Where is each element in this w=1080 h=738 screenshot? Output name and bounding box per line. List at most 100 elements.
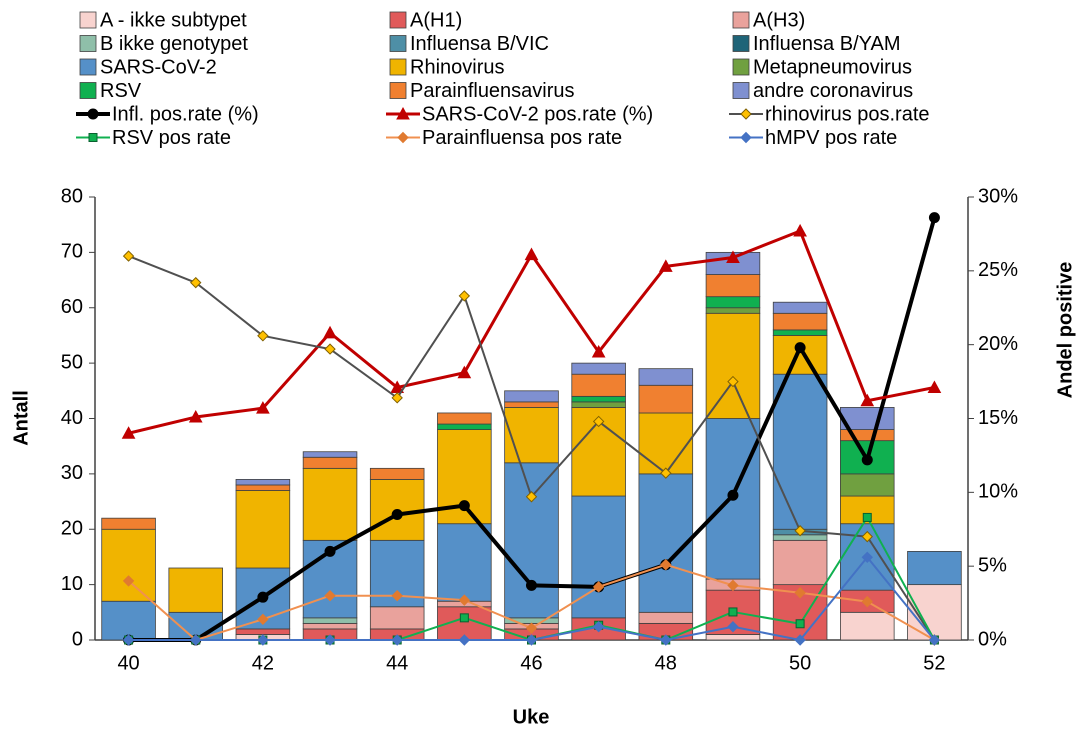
- line-marker: [391, 589, 403, 602]
- y-tick-label: 50: [61, 351, 83, 373]
- bar-segment: [504, 462, 559, 619]
- line-marker: [660, 558, 672, 571]
- bar-segment: [302, 617, 358, 624]
- legend-label: SARS-CoV-2: [100, 56, 217, 78]
- y-tick-label: 20: [61, 518, 83, 540]
- line-marker: [524, 247, 539, 261]
- bar-segment: [772, 539, 828, 586]
- line-marker: [391, 634, 403, 646]
- legend-label: A(H1): [410, 9, 462, 31]
- bar-segment: [571, 401, 626, 408]
- line-marker: [794, 587, 806, 599]
- bar-segment: [437, 412, 492, 425]
- bar-segment: [907, 551, 962, 586]
- bar-segment: [101, 528, 156, 602]
- line-marker: [794, 634, 806, 646]
- line-marker: [861, 595, 873, 608]
- bar-segment: [437, 523, 492, 602]
- line-marker: [458, 290, 471, 302]
- line-marker: [122, 634, 135, 646]
- line-marker: [592, 415, 605, 428]
- bar-segment: [302, 451, 358, 458]
- bar-segment: [840, 611, 895, 641]
- legend-swatch: [389, 35, 407, 52]
- legend-label: rhinovirus pos.rate: [765, 103, 930, 125]
- y2-tick-label: 15%: [978, 407, 1018, 429]
- line-marker: [727, 621, 739, 633]
- bar-segment: [705, 274, 761, 298]
- line-marker: [121, 426, 136, 439]
- line-marker: [459, 613, 469, 623]
- y2-tick-label: 5%: [978, 554, 1007, 576]
- line-marker: [861, 530, 873, 543]
- bar-segment: [705, 312, 761, 419]
- x-tick-label: 40: [117, 652, 139, 674]
- legend-swatch: [389, 82, 407, 99]
- bar-segment: [437, 423, 492, 430]
- y2-tick-label: 10%: [978, 481, 1018, 503]
- bar-segment: [369, 606, 425, 630]
- y-tick-label: 70: [61, 241, 83, 263]
- bar-segment: [235, 484, 291, 491]
- legend-marker: [396, 106, 410, 120]
- bar-segment: [772, 329, 828, 336]
- line-marker: [927, 380, 942, 393]
- bar-segment: [302, 467, 358, 541]
- bar-segment: [772, 312, 828, 331]
- legend-swatch: [389, 11, 407, 29]
- line-marker: [591, 345, 606, 358]
- legend-label: Parainfluensavirus: [410, 80, 575, 102]
- line-marker: [190, 634, 202, 646]
- line-marker: [457, 365, 472, 379]
- line-marker: [794, 342, 806, 354]
- line-marker: [324, 589, 336, 602]
- line-marker: [727, 489, 739, 501]
- line-marker: [928, 634, 941, 646]
- bar-segment: [302, 622, 358, 630]
- line-marker: [257, 634, 269, 646]
- legend-label: hMPV pos rate: [765, 127, 897, 149]
- legend-label: B ikke genotypet: [100, 33, 248, 55]
- legend-swatch: [79, 35, 97, 52]
- line-marker: [391, 392, 403, 404]
- legend-label: A - ikke subtypet: [100, 9, 247, 31]
- line-marker: [525, 634, 538, 646]
- line-marker: [122, 250, 135, 262]
- bar-segment: [571, 395, 626, 403]
- line-marker: [256, 401, 270, 414]
- line-marker: [793, 223, 807, 237]
- legend-label: SARS-CoV-2 pos.rate (%): [422, 103, 653, 125]
- bar-segment: [101, 517, 156, 530]
- x-tick-label: 42: [252, 652, 274, 674]
- bar-segment: [504, 407, 559, 464]
- line-marker: [323, 325, 337, 339]
- line-marker: [458, 634, 471, 646]
- y2-tick-label: 20%: [978, 333, 1018, 355]
- y2-tick-label: 25%: [978, 259, 1018, 281]
- x-tick-label: 44: [386, 652, 408, 674]
- line-marker: [257, 591, 269, 603]
- y-axis-title: Antall: [10, 390, 32, 446]
- x-tick-label: 50: [789, 652, 811, 674]
- bar-segment: [840, 473, 895, 497]
- legend-label: andre coronavirus: [753, 80, 913, 102]
- y-tick-label: 30: [61, 462, 83, 484]
- legend-label: Parainfluensa pos rate: [422, 127, 622, 149]
- x-axis-title: Uke: [513, 706, 550, 728]
- legend-swatch: [732, 11, 750, 29]
- legend-label: A(H3): [753, 9, 805, 31]
- legend-swatch: [732, 82, 750, 99]
- legend-marker: [88, 133, 98, 142]
- bar-segment: [101, 600, 156, 641]
- line-marker: [861, 454, 873, 466]
- line-marker: [324, 634, 336, 646]
- line-marker: [122, 575, 135, 587]
- line-marker: [190, 276, 202, 289]
- line-marker: [862, 512, 872, 522]
- line-marker: [726, 250, 740, 264]
- bar-segment: [571, 362, 626, 375]
- line-marker: [458, 500, 470, 512]
- legend-label: Metapneumovirus: [753, 56, 912, 78]
